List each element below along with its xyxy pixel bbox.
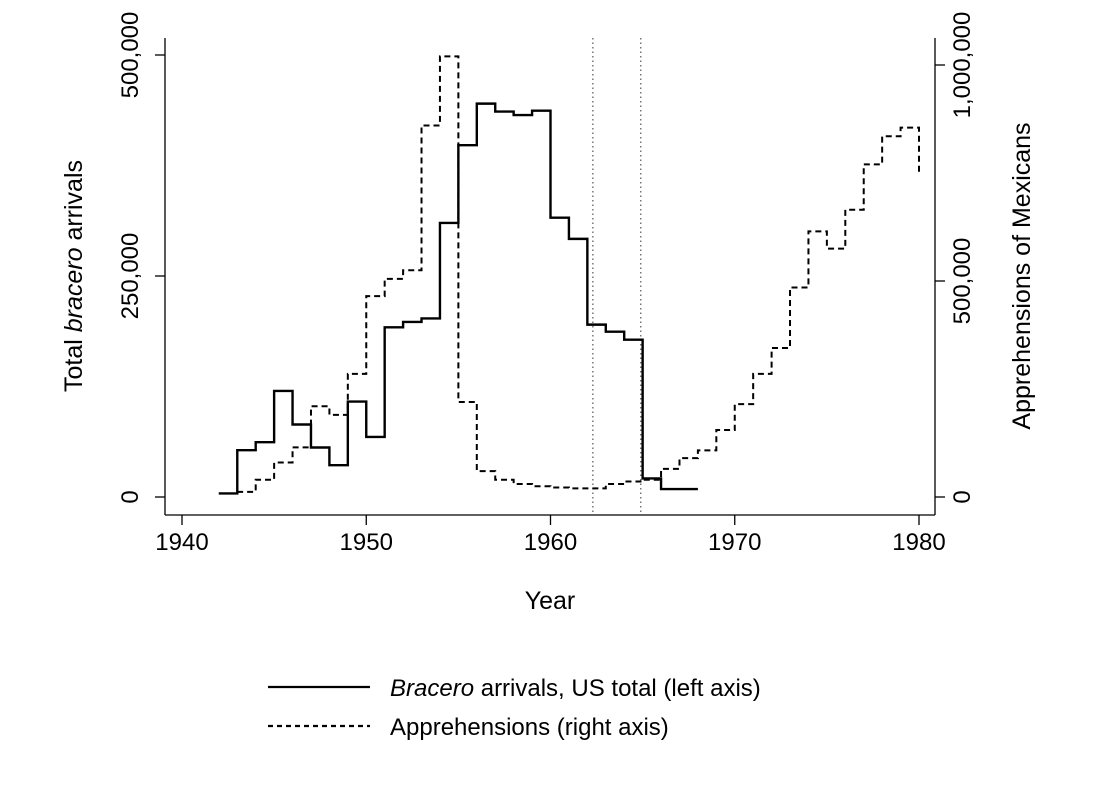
series-group: [218, 55, 920, 495]
series-line-apprehensions: [218, 55, 920, 495]
legend: Bracero arrivals, US total (left axis) A…: [268, 675, 761, 741]
axes: 1940 1950 1960 1970 1980 0 250,000 500,000 0 500,…: [117, 12, 976, 556]
x-tick-label: 1970: [708, 529, 761, 556]
y-axis-left-title-suffix: arrivals: [60, 160, 88, 248]
y-right-tick-label: 0: [949, 490, 976, 503]
legend-label-bracero: Bracero arrivals, US total (left axis): [390, 675, 761, 702]
legend-label-bracero-italic: Bracero: [390, 675, 474, 702]
x-tick-label: 1980: [892, 529, 945, 556]
y-right-tick-label: 1,000,000: [949, 12, 976, 119]
x-tick-label: 1960: [524, 529, 577, 556]
y-right-tick-label: 500,000: [949, 238, 976, 325]
reference-lines: [592, 38, 642, 515]
series-line-bracero: [218, 102, 698, 495]
legend-label-bracero-suffix: arrivals, US total (left axis): [474, 675, 761, 702]
y-axis-right-title: Apprehensions of Mexicans: [1008, 122, 1036, 429]
x-tick-label: 1940: [155, 529, 208, 556]
y-axis-left-title-italic: bracero: [60, 247, 88, 332]
y-axis-left-title: Total bracero arrivals: [60, 160, 88, 392]
y-left-tick-label: 500,000: [117, 12, 144, 99]
y-left-tick-label: 250,000: [117, 233, 144, 320]
x-tick-label: 1950: [340, 529, 393, 556]
legend-label-apprehensions: Apprehensions (right axis): [390, 714, 669, 741]
x-axis-title: Year: [525, 587, 576, 615]
y-axis-left-title-prefix: Total: [60, 332, 88, 392]
y-left-tick-label: 0: [117, 490, 144, 503]
